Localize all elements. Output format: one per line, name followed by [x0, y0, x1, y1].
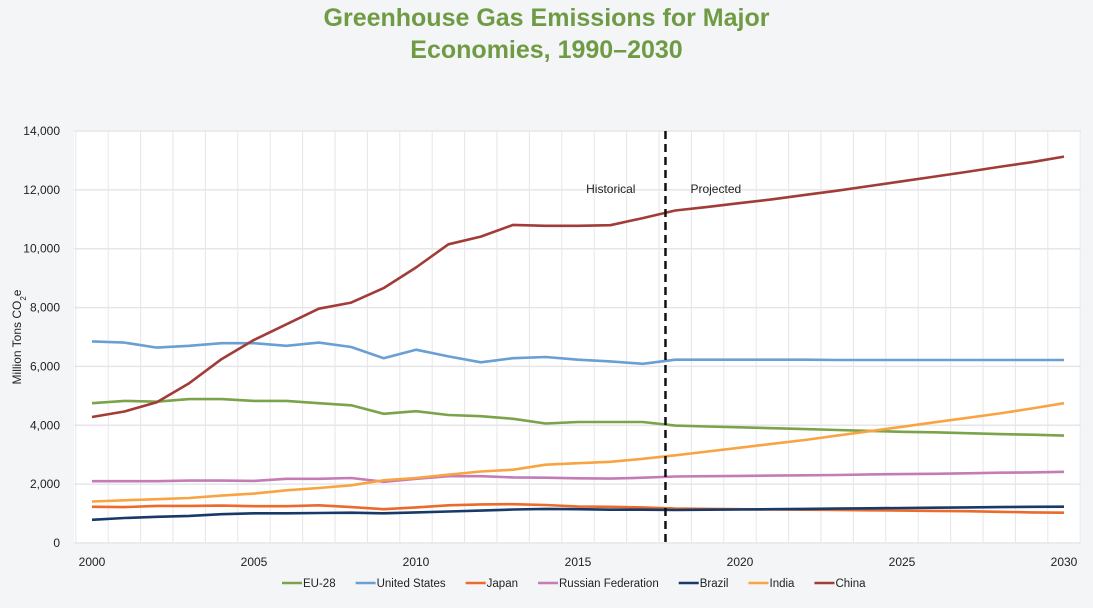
legend: EU-28 United States Japan Russian Federatio… [282, 578, 866, 590]
x-tick-label: 2025 [889, 555, 916, 569]
grid [74, 130, 1081, 544]
y-axis-ticks: 0 2,000 4,000 6,000 8,000 10,000 12,000 14,000 [23, 124, 60, 550]
series-line-russian-federation [92, 470, 1065, 484]
legend-label: Japan [487, 578, 518, 590]
legend-item: India [748, 578, 796, 590]
chart-title: Greenhouse Gas Emissions for Major Econo… [0, 2, 1093, 66]
x-tick-label: 2030 [1051, 555, 1078, 569]
legend-label: China [835, 578, 866, 590]
series-line-japan [91, 502, 1065, 514]
legend-item: Brazil [678, 578, 729, 590]
x-tick-label: 2015 [565, 555, 592, 569]
legend-label: Brazil [700, 578, 729, 590]
chart-title-line-2: Economies, 1990–2030 [410, 36, 683, 64]
y-tick-label: 8,000 [30, 301, 60, 315]
annotation-historical: Historical [586, 182, 635, 196]
x-tick-label: 2000 [79, 555, 106, 569]
legend-item: EU-28 [282, 578, 336, 590]
legend-item: Russian Federation [538, 578, 659, 590]
y-tick-label: 6,000 [30, 359, 60, 373]
x-tick-label: 2010 [403, 555, 430, 569]
chart-title-line-1: Greenhouse Gas Emissions for Major [323, 4, 770, 32]
series-line-united-states [91, 340, 1064, 366]
legend-label: United States [377, 578, 446, 590]
annotation-projected: Projected [690, 182, 741, 196]
legend-item: United States [355, 578, 446, 590]
series-line-china [91, 155, 1065, 419]
y-tick-label: 2,000 [30, 477, 60, 491]
series-line-brazil [91, 505, 1065, 522]
y-axis-label: Million Tons CO2e [10, 289, 28, 384]
y-axis-label-main: Million Tons CO [10, 301, 24, 385]
y-axis-label-sub: 2 [19, 296, 28, 301]
y-tick-label: 0 [53, 536, 60, 550]
y-tick-label: 4,000 [30, 418, 60, 432]
legend-label: Russian Federation [559, 578, 659, 590]
x-tick-label: 2020 [727, 555, 754, 569]
x-tick-label: 2005 [241, 555, 268, 569]
legend-label: India [770, 578, 796, 590]
y-axis-label-end: e [10, 289, 24, 296]
x-axis-ticks: 2000 2005 2010 2015 2020 2025 2030 [79, 555, 1078, 569]
legend-label: EU-28 [303, 578, 336, 590]
series-line-eu-28 [91, 397, 1065, 437]
series-line-india [91, 401, 1065, 503]
y-tick-label: 10,000 [23, 242, 60, 256]
legend-item: China [814, 578, 866, 590]
legend-item: Japan [465, 578, 518, 590]
y-tick-label: 14,000 [23, 124, 60, 138]
y-tick-label: 12,000 [23, 183, 60, 197]
series-lines [91, 155, 1065, 522]
